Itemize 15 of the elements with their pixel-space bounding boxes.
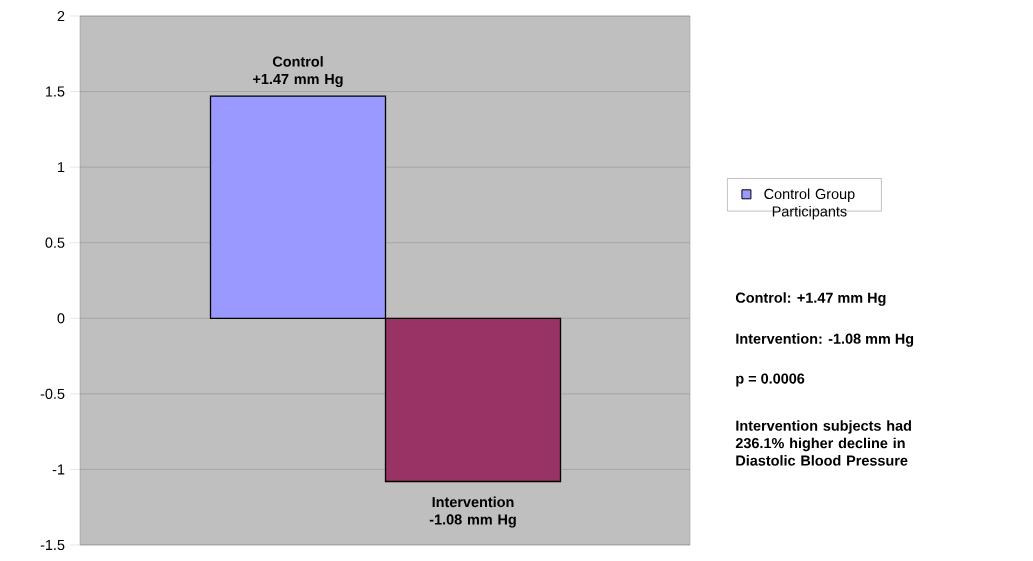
annotation: Control +1.47 mm Hg xyxy=(253,56,343,88)
y-tick-label: 1 xyxy=(58,162,65,173)
annotation: Intervention -1.08 mm Hg xyxy=(429,496,516,528)
text: Control: +1.47 mm Hg xyxy=(735,292,886,306)
text: Intervention: -1.08 mm Hg xyxy=(736,333,914,347)
legend-label: Control Group Participants xyxy=(764,188,855,220)
y-tick-label: -1 xyxy=(52,464,65,475)
text: Intervention subjects had 236.1% higher decline in Diastolic Blood Pressure xyxy=(735,420,911,466)
y-tick-label: 0.5 xyxy=(45,237,65,248)
text: p = 0.0006 xyxy=(736,373,805,387)
y-tick-label: -0.5 xyxy=(40,388,65,399)
y-tick-label: 2 xyxy=(57,10,65,22)
y-tick-label: -1.5 xyxy=(40,539,65,551)
y-tick-label: 1.5 xyxy=(46,86,65,97)
y-tick-label: 0 xyxy=(57,313,65,324)
